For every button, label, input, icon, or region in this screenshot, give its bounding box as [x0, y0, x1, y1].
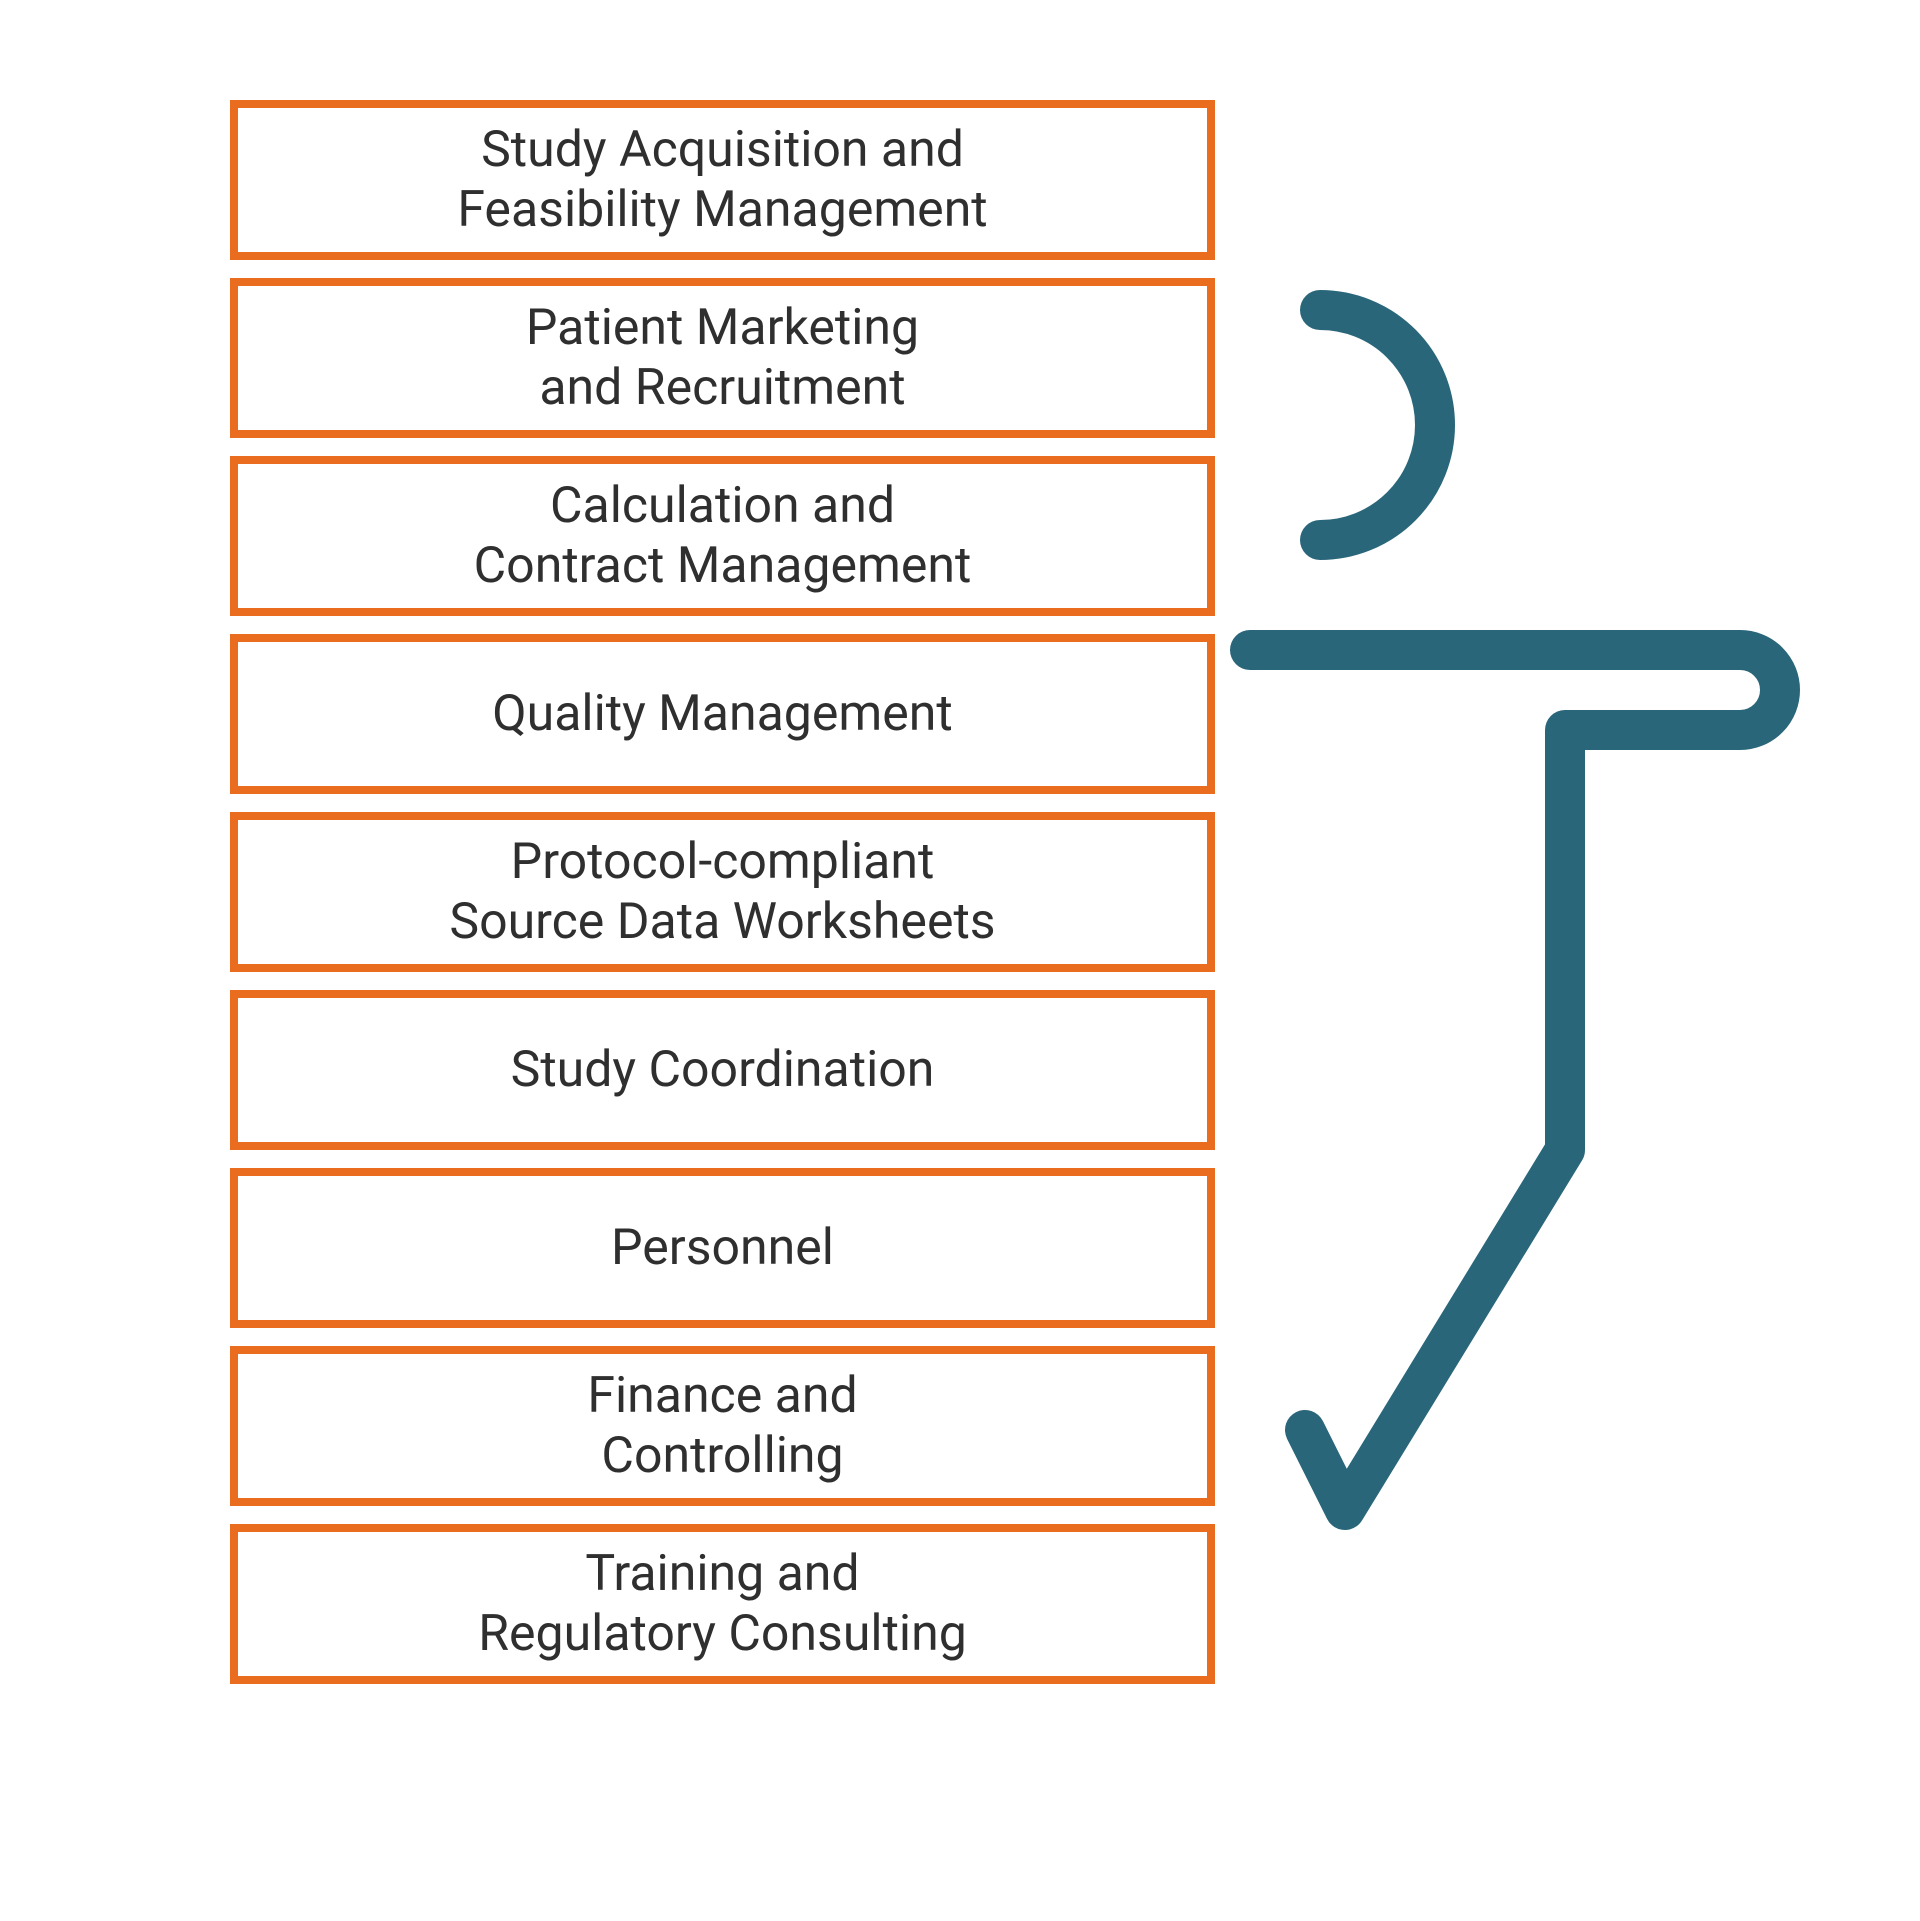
box-list: Study Acquisition andFeasibility Managem…	[230, 100, 1215, 1684]
service-box-8: Training andRegulatory Consulting	[230, 1524, 1215, 1684]
service-box-6: Personnel	[230, 1168, 1215, 1328]
service-box-4: Protocol-compliantSource Data Worksheets	[230, 812, 1215, 972]
service-box-5: Study Coordination	[230, 990, 1215, 1150]
box-line1: Patient Marketing	[526, 298, 919, 358]
box-line1: Finance and	[587, 1366, 857, 1426]
box-line1: Personnel	[611, 1218, 834, 1278]
box-line1: Study Acquisition and	[481, 120, 964, 180]
box-line2: Controlling	[601, 1426, 843, 1486]
box-line1: Quality Management	[492, 684, 952, 744]
box-line2: Contract Management	[474, 536, 972, 596]
service-box-1: Patient Marketingand Recruitment	[230, 278, 1215, 438]
box-line1: Study Coordination	[511, 1040, 935, 1100]
service-box-7: Finance andControlling	[230, 1346, 1215, 1506]
box-line2: and Recruitment	[539, 358, 905, 418]
service-box-3: Quality Management	[230, 634, 1215, 794]
person-leaning-icon	[1190, 280, 1830, 1560]
service-box-2: Calculation andContract Management	[230, 456, 1215, 616]
box-line2: Source Data Worksheets	[449, 892, 995, 952]
service-box-0: Study Acquisition andFeasibility Managem…	[230, 100, 1215, 260]
box-line1: Protocol-compliant	[511, 832, 935, 892]
diagram-container: Study Acquisition andFeasibility Managem…	[230, 100, 1215, 1684]
box-line1: Training and	[585, 1544, 859, 1604]
box-line2: Regulatory Consulting	[478, 1604, 967, 1664]
box-line2: Feasibility Management	[457, 180, 987, 240]
box-line1: Calculation and	[550, 476, 895, 536]
